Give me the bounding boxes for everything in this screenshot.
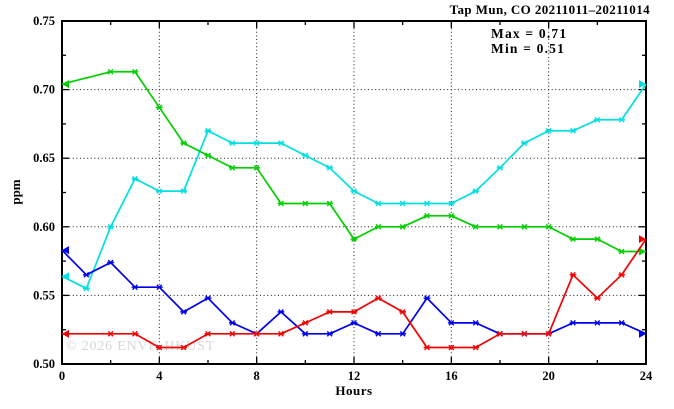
svg-text:8: 8	[254, 369, 260, 383]
y-axis-label: ppm	[8, 179, 23, 205]
svg-text:0.75: 0.75	[33, 14, 55, 28]
svg-text:24: 24	[640, 369, 653, 383]
svg-text:4: 4	[156, 369, 163, 383]
svg-text:0.50: 0.50	[33, 357, 55, 371]
maxmin-annotation: Max = 0.71 Min = 0.51	[491, 26, 567, 56]
svg-text:20: 20	[542, 369, 555, 383]
svg-text:0.60: 0.60	[33, 220, 55, 234]
watermark: © 2026 ENVF, HKUST	[66, 339, 216, 354]
svg-text:0.55: 0.55	[33, 288, 55, 302]
min-label: Min = 0.51	[491, 41, 566, 56]
svg-text:0.65: 0.65	[33, 151, 55, 165]
max-label: Max = 0.71	[491, 26, 568, 41]
x-axis-label: Hours	[335, 383, 373, 398]
svg-text:16: 16	[445, 369, 458, 383]
chart-title: Tap Mun, CO 20211011–20211014	[449, 2, 650, 17]
svg-text:0.70: 0.70	[33, 83, 55, 97]
svg-text:0: 0	[59, 369, 65, 383]
svg-text:12: 12	[348, 369, 361, 383]
